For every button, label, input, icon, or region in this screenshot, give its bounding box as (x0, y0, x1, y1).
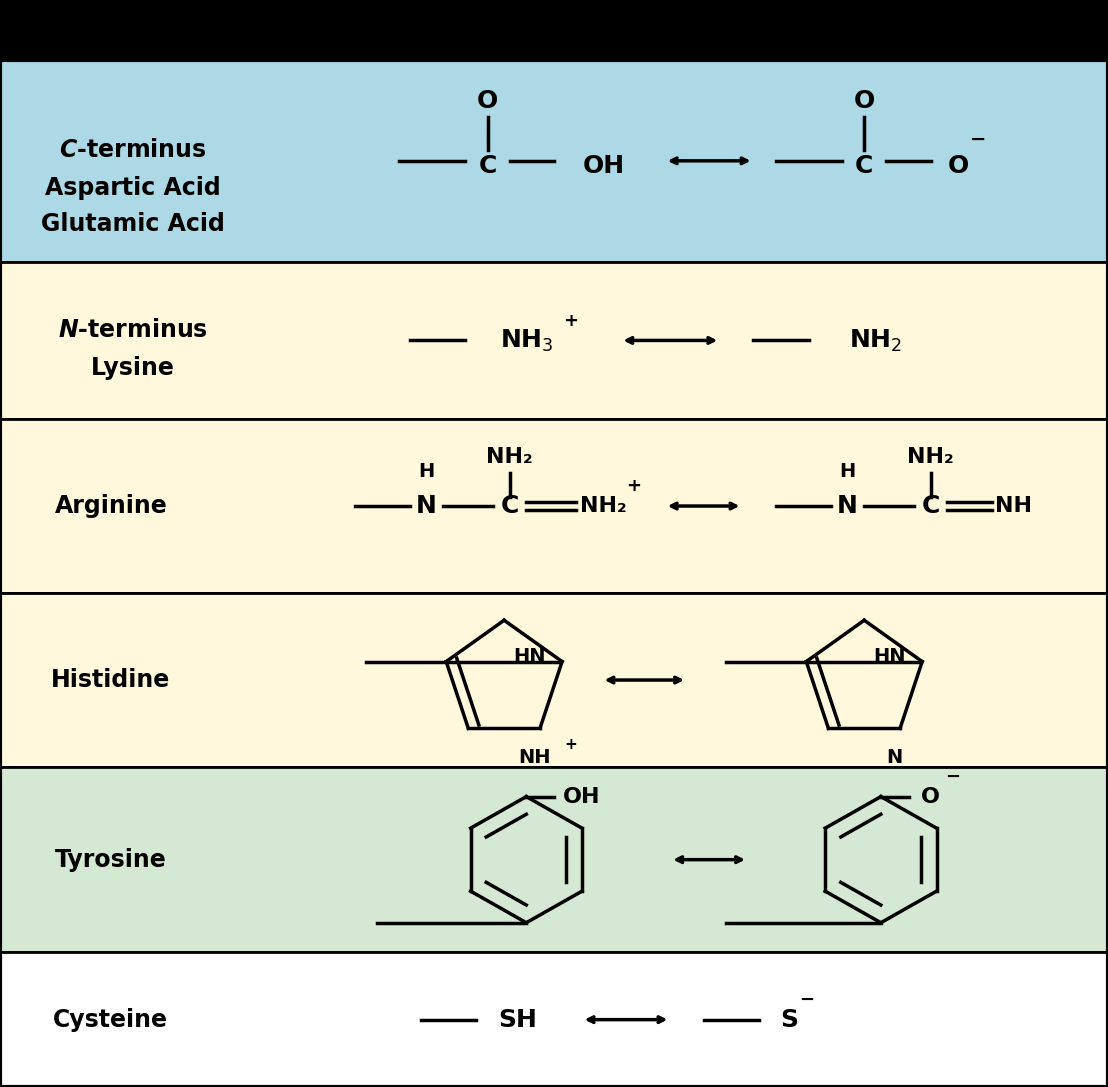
Text: −: − (945, 769, 961, 786)
Text: O: O (947, 154, 970, 178)
Text: NH₂: NH₂ (581, 496, 627, 516)
Text: Histidine: Histidine (51, 669, 171, 692)
Text: Cysteine: Cysteine (53, 1008, 168, 1032)
Bar (0, 767, 1108, 952)
Text: NH$_2$: NH$_2$ (849, 327, 902, 353)
Bar (0, 952, 1108, 1087)
Bar (0, 594, 1108, 767)
Text: N: N (838, 493, 858, 518)
Text: NH$_3$: NH$_3$ (500, 327, 553, 353)
Text: N: N (417, 493, 437, 518)
Text: O: O (476, 89, 499, 113)
Text: −: − (971, 129, 986, 149)
Text: N: N (886, 748, 903, 767)
Text: +: + (626, 477, 642, 496)
Text: NH₂: NH₂ (907, 447, 954, 467)
Text: OH: OH (563, 787, 601, 807)
Text: Aspartic Acid: Aspartic Acid (45, 176, 220, 200)
Text: O: O (921, 787, 941, 807)
Bar (0, 60, 1108, 262)
Text: Glutamic Acid: Glutamic Acid (41, 212, 225, 236)
Text: OH: OH (583, 154, 625, 178)
Text: HN: HN (873, 647, 905, 665)
Text: H: H (419, 462, 434, 480)
Text: NH: NH (995, 496, 1033, 516)
Text: $\bfit{N}$-terminus: $\bfit{N}$-terminus (58, 317, 208, 341)
Bar (0, 0, 1108, 60)
Text: C: C (922, 493, 940, 518)
Text: S: S (780, 1008, 798, 1032)
Text: NH: NH (519, 748, 551, 767)
Text: C: C (855, 154, 873, 178)
Text: Tyrosine: Tyrosine (55, 848, 166, 872)
Text: HN: HN (513, 647, 545, 665)
Text: C: C (501, 493, 519, 518)
Text: NH₂: NH₂ (486, 447, 533, 467)
Text: C: C (479, 154, 496, 178)
Text: +: + (563, 312, 578, 329)
Text: −: − (799, 991, 814, 1009)
Text: SH: SH (497, 1008, 537, 1032)
Text: $\bfit{C}$-terminus: $\bfit{C}$-terminus (59, 138, 207, 162)
Bar (0, 418, 1108, 594)
Text: H: H (840, 462, 855, 480)
Text: Lysine: Lysine (91, 355, 175, 379)
Text: Arginine: Arginine (54, 493, 167, 518)
Text: +: + (565, 737, 577, 752)
Text: O: O (853, 89, 875, 113)
Bar (0, 262, 1108, 418)
